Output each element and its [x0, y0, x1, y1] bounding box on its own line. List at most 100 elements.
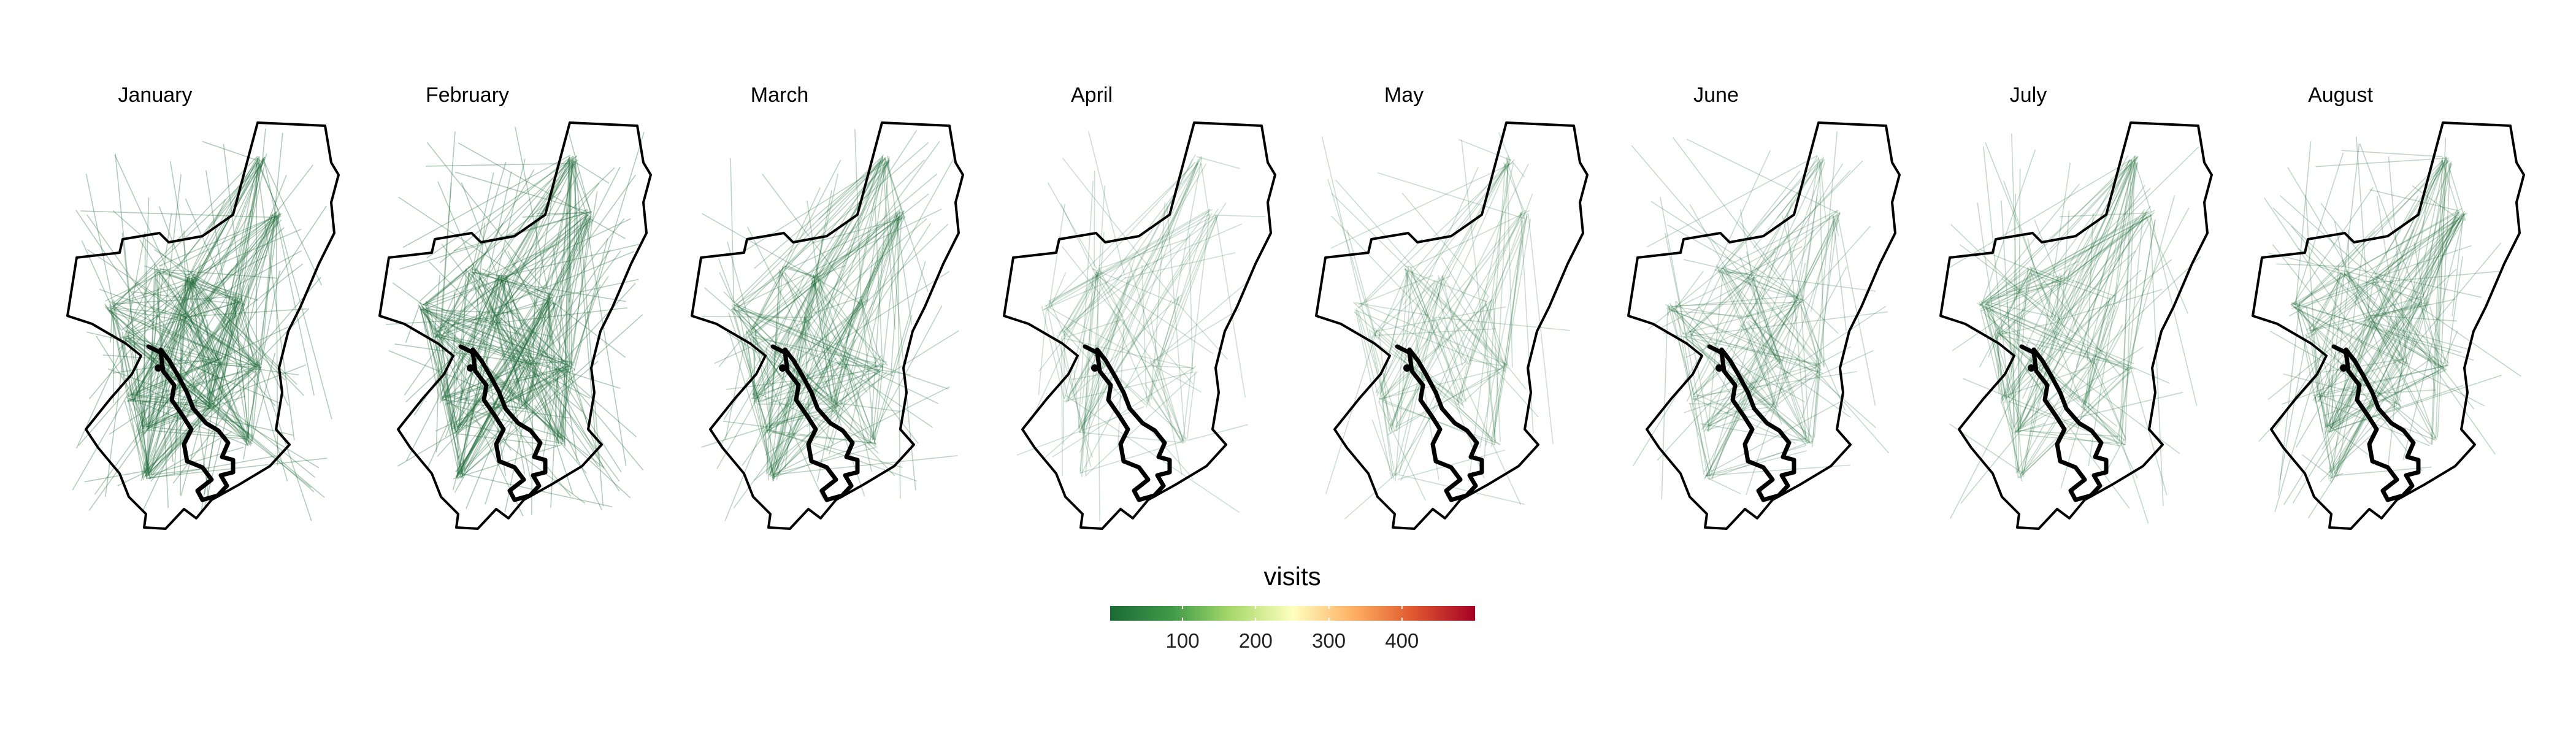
flow-line — [1046, 304, 1068, 397]
flow-line — [2035, 270, 2122, 377]
flow-line — [524, 266, 572, 408]
flow-line — [588, 217, 626, 239]
flow-line — [1151, 365, 1190, 369]
flow-line — [1980, 301, 2022, 426]
flow-line — [1381, 394, 1395, 470]
flow-line — [478, 275, 499, 323]
flow-line — [420, 309, 591, 399]
flow-line — [425, 301, 575, 366]
flow-line — [113, 270, 157, 304]
flow-line — [88, 280, 188, 399]
flow-line — [2446, 256, 2463, 366]
flow-line — [109, 304, 131, 401]
flow-line — [2016, 359, 2093, 432]
flow-line — [573, 161, 577, 269]
flow-line — [80, 210, 277, 218]
flow-line — [104, 303, 123, 331]
flow-line — [526, 366, 559, 444]
flow-line — [184, 227, 285, 320]
flow-line — [1781, 215, 1820, 369]
flow-line — [156, 271, 169, 508]
flow-line — [759, 159, 891, 403]
flow-line — [2297, 310, 2316, 399]
flow-line — [202, 408, 213, 470]
flow-line — [134, 401, 148, 427]
flow-line — [569, 163, 588, 217]
flow-line — [128, 158, 264, 397]
flow-line — [1519, 212, 1524, 217]
flow-line — [2092, 359, 2126, 439]
flow-line — [1989, 309, 2091, 361]
flow-line — [2375, 218, 2460, 275]
flow-line — [492, 277, 503, 323]
flow-line — [1527, 213, 1554, 444]
flow-line — [1371, 337, 1399, 425]
flow-line — [1797, 212, 1841, 301]
flow-line — [437, 334, 523, 405]
flow-line — [1147, 215, 1219, 404]
flow-line — [1985, 304, 2023, 424]
flow-line — [1801, 369, 1819, 419]
flow-line — [772, 473, 775, 477]
flow-line — [2329, 298, 2429, 482]
flow-line — [803, 318, 875, 440]
flow-line — [1724, 269, 1798, 297]
flow-line — [1064, 394, 1240, 513]
flow-line — [1747, 281, 1781, 360]
flow-line — [2291, 302, 2299, 307]
flow-line — [437, 358, 527, 458]
flow-line — [1746, 314, 1877, 428]
flow-line — [129, 399, 210, 408]
flow-line — [879, 365, 949, 390]
flow-line — [526, 362, 532, 401]
flow-line — [756, 223, 857, 396]
flow-line — [754, 328, 772, 428]
flow-line — [1506, 220, 1524, 366]
flow-line — [1705, 464, 1850, 477]
flow-line — [810, 276, 876, 441]
flow-line — [496, 172, 580, 315]
flow-line — [180, 315, 182, 496]
flow-line — [1374, 328, 1460, 404]
flow-line — [2322, 358, 2404, 373]
flow-line — [127, 331, 150, 478]
flow-line — [1986, 307, 2001, 333]
flow-line — [426, 279, 499, 305]
flow-line — [155, 278, 184, 319]
flow-line — [556, 367, 567, 443]
flow-line — [1690, 339, 1809, 442]
flow-line — [2375, 220, 2462, 281]
flow-line — [1725, 215, 1837, 276]
flow-line — [1977, 302, 2129, 372]
flow-line — [458, 367, 466, 431]
flow-line — [836, 402, 900, 412]
flow-line — [145, 402, 215, 472]
flow-line — [840, 212, 902, 356]
flow-line — [427, 315, 498, 469]
flow-line — [420, 309, 520, 314]
flow-line — [108, 310, 258, 368]
flow-line — [451, 370, 573, 430]
flow-line — [2136, 157, 2138, 162]
flow-line — [213, 214, 281, 404]
flow-line — [1747, 276, 1821, 370]
flow-line — [525, 211, 589, 404]
flow-line — [115, 153, 144, 429]
flow-line — [1382, 164, 1508, 403]
flow-line — [235, 300, 256, 365]
flow-line — [2130, 367, 2168, 496]
flow-line — [529, 360, 573, 494]
flow-line — [442, 275, 500, 401]
flow-line — [1666, 308, 1818, 367]
flow-line — [1650, 201, 1800, 297]
flow-line — [766, 304, 864, 441]
flow-line — [2030, 267, 2074, 284]
flow-line — [75, 331, 130, 449]
island-marker — [779, 364, 786, 372]
flow-line — [2314, 395, 2334, 477]
flow-line — [1331, 193, 1507, 366]
flow-line — [251, 353, 276, 442]
flow-line — [2295, 159, 2444, 309]
flow-line — [2336, 218, 2456, 478]
flow-line — [734, 304, 736, 312]
